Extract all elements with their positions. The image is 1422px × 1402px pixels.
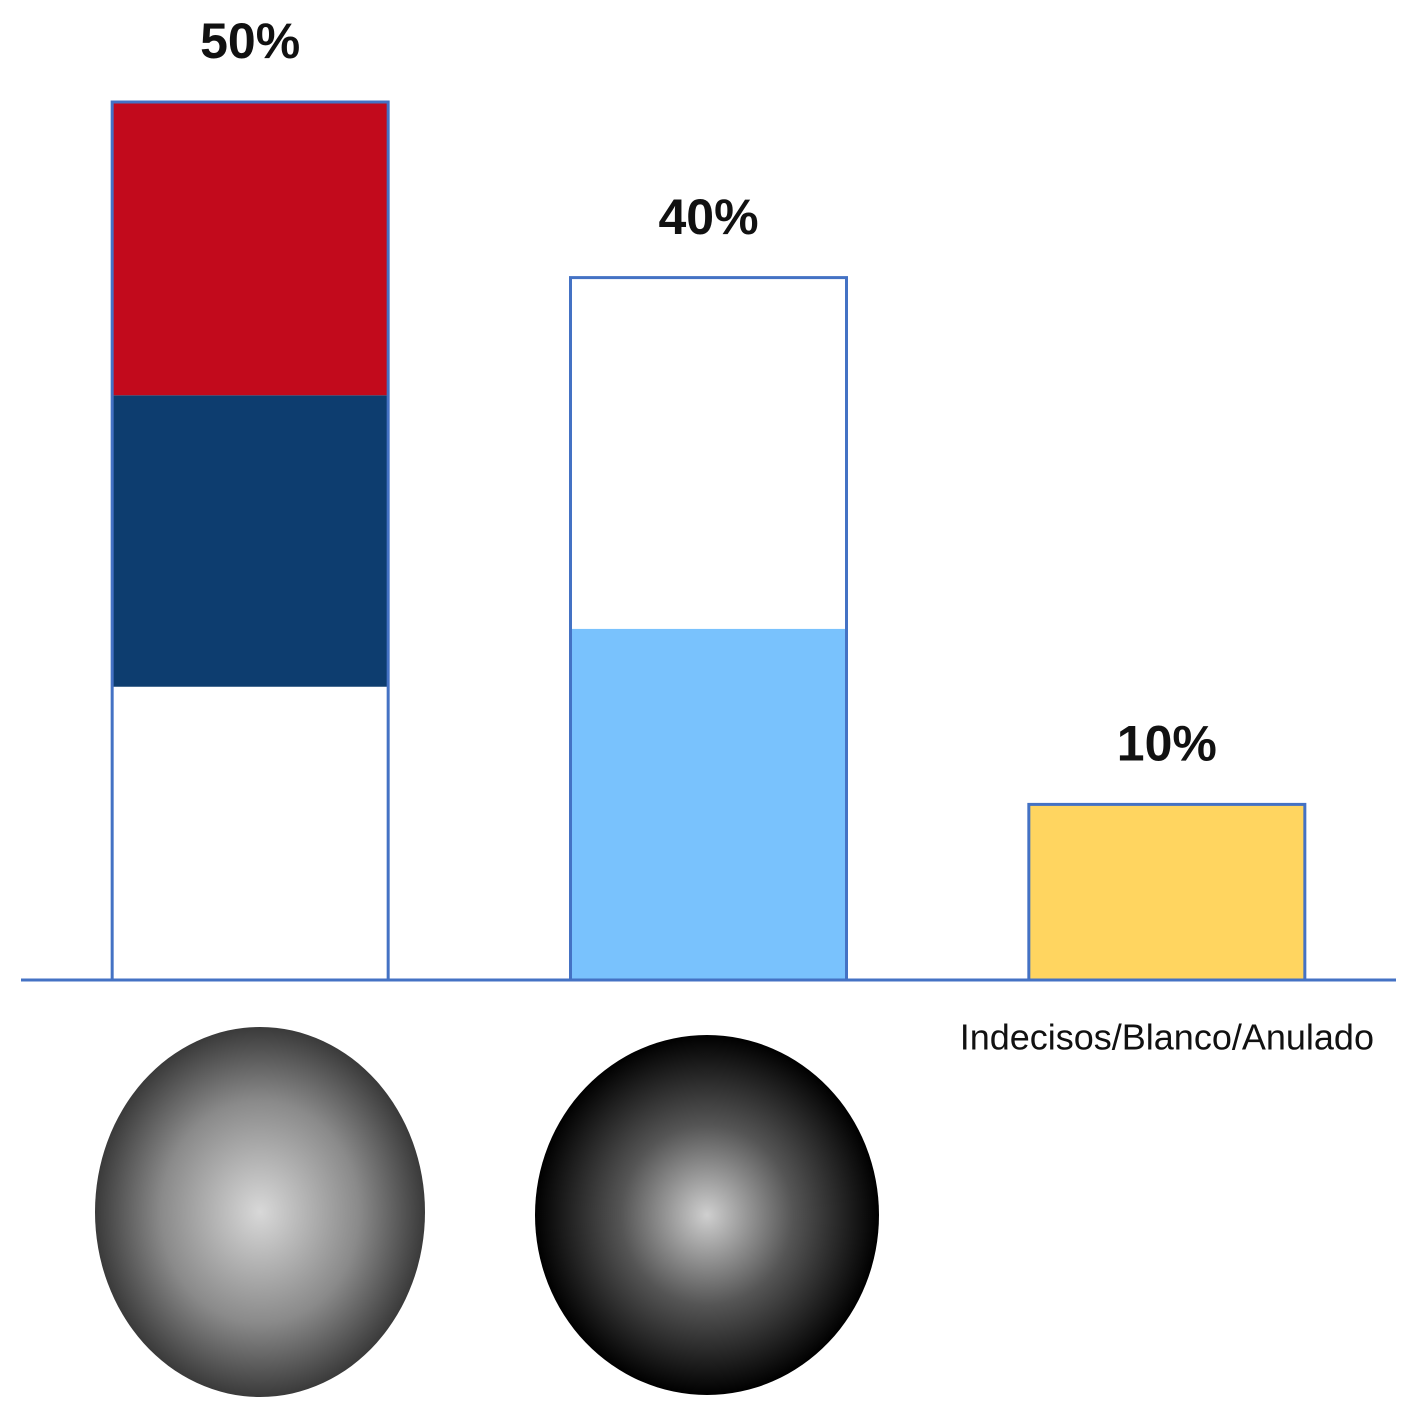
bar-segment [112,102,388,395]
value-label: 50% [200,13,300,69]
candidate-photo [535,1035,879,1395]
candidate-photo [95,1027,425,1397]
chart: 50% 40% 10% Indecisos/Blanco/Anulado [0,0,1422,1397]
value-label: 10% [1117,716,1217,772]
bar-segment [112,687,388,980]
bar-segment [112,395,388,686]
bar-segment [571,278,847,629]
page: 50%40%10%Indecisos/Blanco/Anulado (() =>… [0,0,1422,1402]
x-tick-label: Indecisos/Blanco/Anulado [960,1017,1374,1058]
bar-segment [1029,804,1305,980]
value-label: 40% [658,189,758,245]
bar-segment [571,629,847,980]
